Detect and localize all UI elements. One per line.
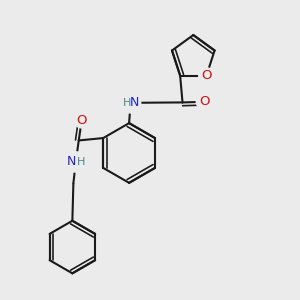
Text: N: N [130, 96, 140, 109]
Text: H: H [77, 157, 85, 167]
Circle shape [120, 93, 141, 113]
Circle shape [66, 152, 86, 172]
Text: O: O [76, 114, 87, 127]
Text: O: O [201, 69, 212, 82]
Circle shape [74, 112, 89, 128]
Text: O: O [199, 95, 209, 108]
Text: H: H [123, 98, 131, 108]
Text: N: N [67, 155, 76, 168]
Circle shape [199, 68, 214, 83]
Circle shape [196, 94, 212, 110]
